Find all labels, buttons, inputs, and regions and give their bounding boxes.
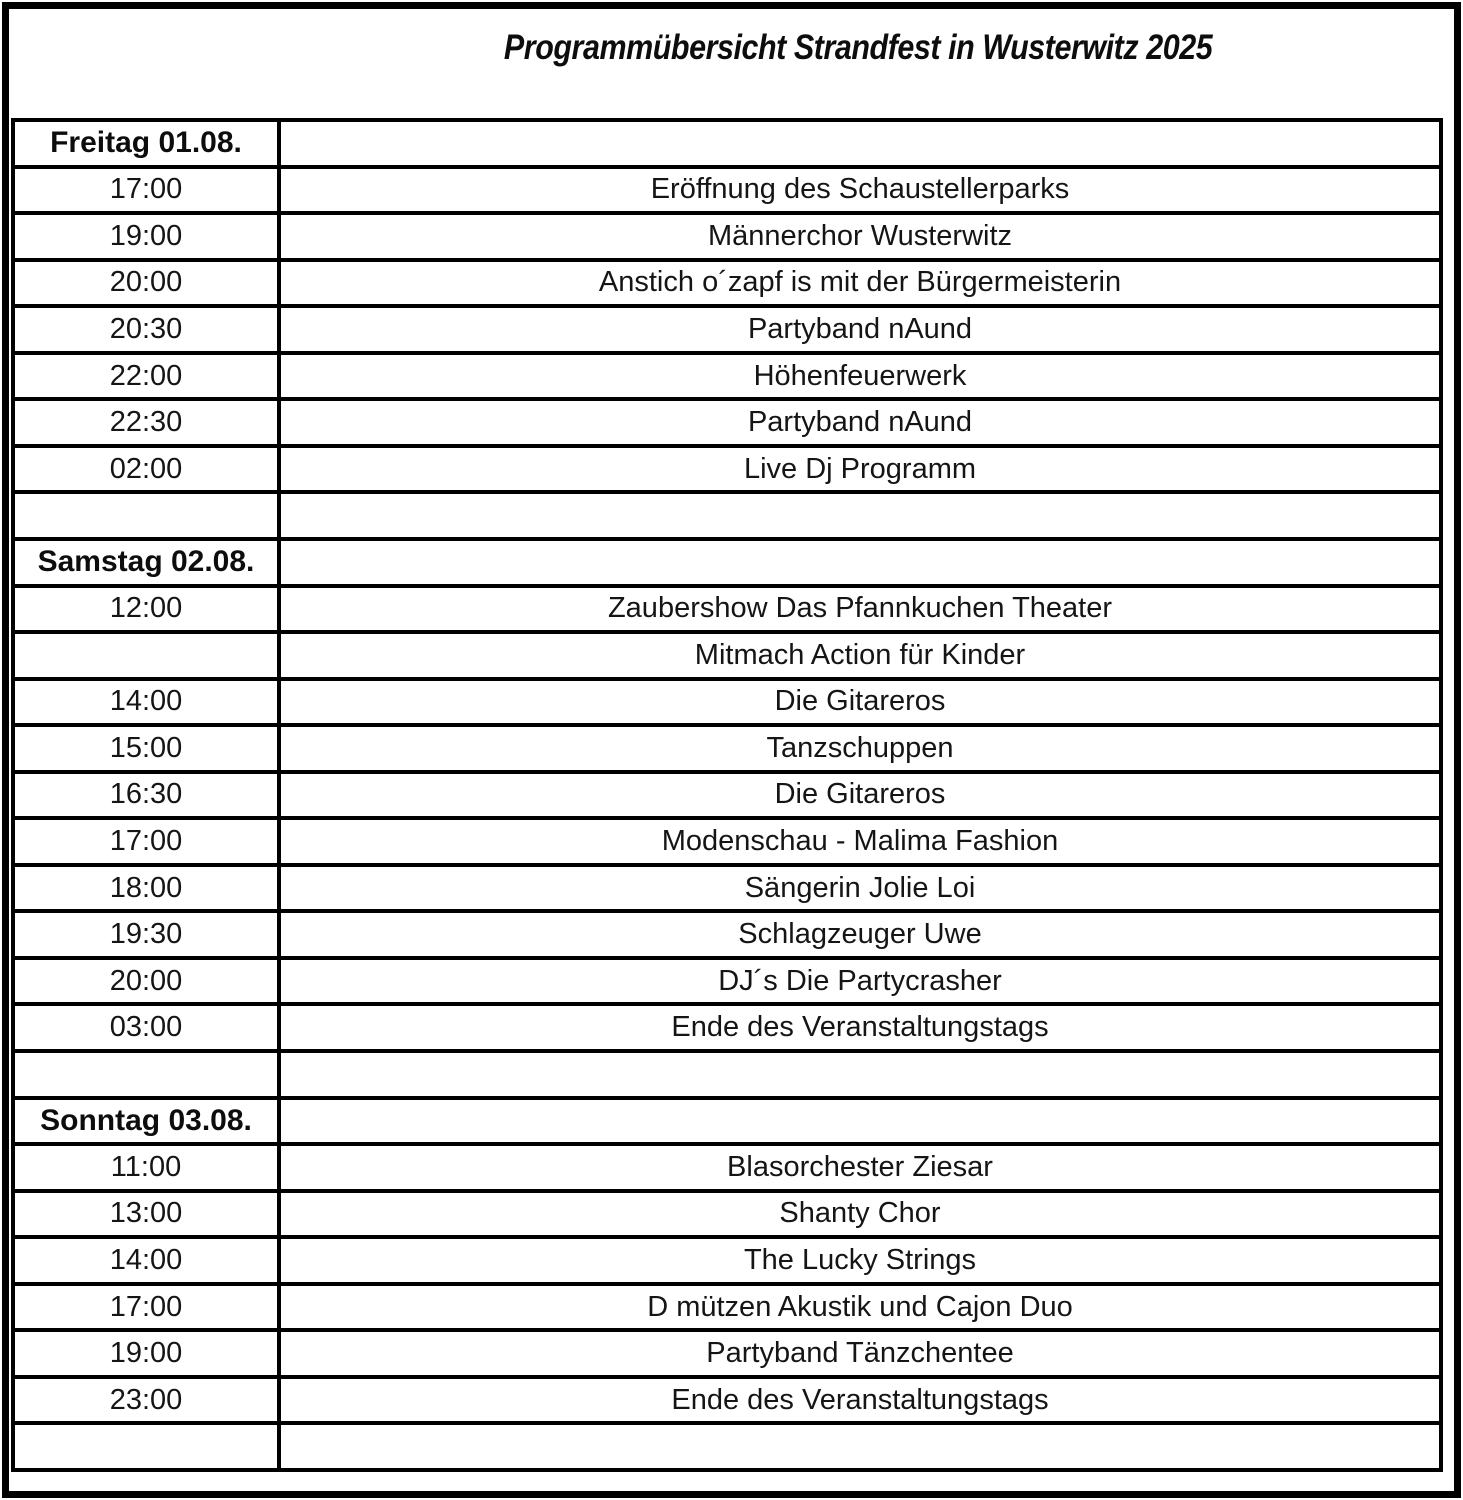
event-cell	[281, 540, 1439, 584]
event-cell	[281, 1425, 1439, 1468]
time-cell: 23:00	[15, 1378, 277, 1422]
time-cell: 19:00	[15, 1332, 277, 1375]
event-cell: Shanty Chor	[281, 1192, 1439, 1236]
time-cell: 17:00	[15, 820, 277, 863]
event-cell: Live Dj Programm	[281, 447, 1439, 491]
time-cell: 19:00	[15, 215, 277, 258]
event-cell: Partyband nAund	[281, 401, 1439, 444]
time-cell: 14:00	[15, 680, 277, 724]
time-cell: 03:00	[15, 1006, 277, 1050]
time-cell: 16:30	[15, 773, 277, 817]
day-header-cell: Freitag 01.08.	[15, 122, 277, 165]
time-cell: 14:00	[15, 1239, 277, 1282]
event-cell: Die Gitareros	[281, 773, 1439, 817]
time-cell: 18:00	[15, 866, 277, 910]
event-cell: Höhenfeuerwerk	[281, 354, 1439, 398]
event-cell: D mützen Akustik und Cajon Duo	[281, 1285, 1439, 1329]
event-cell: Partyband Tänzchentee	[281, 1332, 1439, 1375]
time-cell: 15:00	[15, 727, 277, 770]
time-cell: 22:30	[15, 401, 277, 444]
event-cell: Tanzschuppen	[281, 727, 1439, 770]
event-cell: Eröffnung des Schaustellerparks	[281, 168, 1439, 212]
time-cell: 11:00	[15, 1146, 277, 1189]
event-cell: Die Gitareros	[281, 680, 1439, 724]
event-cell: Ende des Veranstaltungstags	[281, 1378, 1439, 1422]
event-cell	[281, 122, 1439, 165]
time-cell: 20:30	[15, 308, 277, 351]
time-cell	[15, 494, 277, 537]
time-cell: 20:00	[15, 959, 277, 1003]
event-cell: Blasorchester Ziesar	[281, 1146, 1439, 1189]
time-cell: 20:00	[15, 261, 277, 305]
time-cell	[15, 1425, 277, 1468]
time-cell	[15, 634, 277, 677]
event-cell: Modenschau - Malima Fashion	[281, 820, 1439, 863]
page-title: Programmübersicht Strandfest in Wusterwi…	[504, 28, 1213, 67]
event-cell: Mitmach Action für Kinder	[281, 634, 1439, 677]
time-cell: 17:00	[15, 168, 277, 212]
event-cell: Schlagzeuger Uwe	[281, 913, 1439, 956]
time-cell: 13:00	[15, 1192, 277, 1236]
time-cell: 12:00	[15, 587, 277, 631]
event-cell: Anstich o´zapf is mit der Bürgermeisteri…	[281, 261, 1439, 305]
time-cell: 02:00	[15, 447, 277, 491]
event-cell: DJ´s Die Partycrasher	[281, 959, 1439, 1003]
event-cell	[281, 1053, 1439, 1096]
event-cell	[281, 494, 1439, 537]
time-cell	[15, 1053, 277, 1096]
time-cell: 22:00	[15, 354, 277, 398]
day-header-cell: Sonntag 03.08.	[15, 1099, 277, 1143]
schedule-table: Freitag 01.08. 17:00 Eröffnung des Schaust…	[11, 118, 1443, 1472]
time-cell: 19:30	[15, 913, 277, 956]
time-cell: 17:00	[15, 1285, 277, 1329]
event-cell: Zaubershow Das Pfannkuchen Theater	[281, 587, 1439, 631]
event-cell	[281, 1099, 1439, 1143]
event-cell: Sängerin Jolie Loi	[281, 866, 1439, 910]
event-cell: The Lucky Strings	[281, 1239, 1439, 1282]
event-cell: Partyband nAund	[281, 308, 1439, 351]
day-header-cell: Samstag 02.08.	[15, 540, 277, 584]
event-cell: Ende des Veranstaltungstags	[281, 1006, 1439, 1050]
page-header: Programmübersicht Strandfest in Wusterwi…	[260, 28, 1457, 68]
event-cell: Männerchor Wusterwitz	[281, 215, 1439, 258]
